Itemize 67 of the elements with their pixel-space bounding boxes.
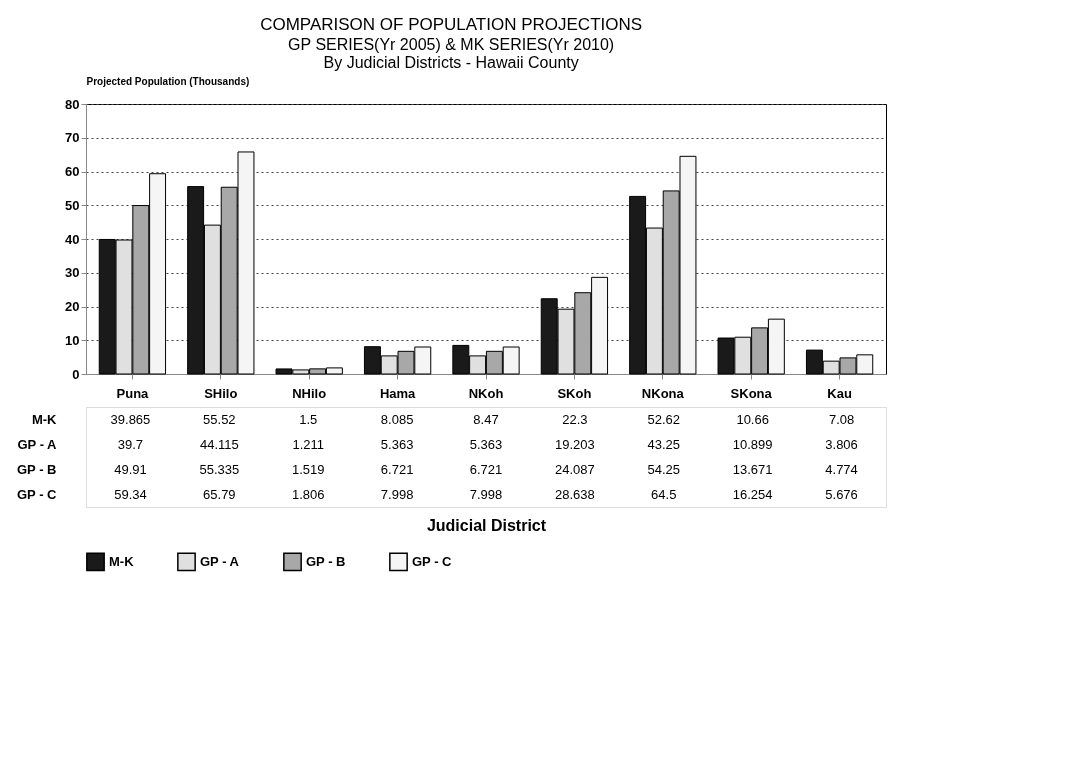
text: GP - A	[17, 437, 57, 452]
y-tick-label: 0	[72, 366, 80, 382]
text: GP - C	[17, 487, 57, 502]
y-tick-label: 80	[65, 96, 80, 112]
data-label: 10.66	[736, 411, 769, 427]
data-label: 5.676	[825, 486, 858, 502]
y-axis-title: Projected Population (Thousands)	[86, 75, 250, 87]
data-label: 1.519	[291, 461, 325, 477]
data-label: 54.25	[647, 461, 681, 477]
x-tick-label: NKoh	[468, 385, 504, 401]
data-label: 55.335	[199, 461, 240, 477]
data-label: 1.211	[292, 436, 325, 452]
data-label: 59.34	[114, 486, 147, 502]
data-label: 22.3	[562, 411, 588, 427]
data-label: 43.25	[647, 436, 681, 452]
data-label: 13.671	[732, 461, 773, 477]
x-tick-label: NHilo	[292, 385, 327, 401]
text: Judicial District	[426, 516, 547, 534]
data-label: 64.5	[651, 486, 677, 502]
x-tick-label: Puna	[116, 385, 150, 401]
x-tick-label: Hama	[379, 385, 417, 401]
data-label: 49.91	[114, 461, 147, 477]
legend-label: GP - B	[306, 553, 346, 569]
legend-label: M-K	[109, 553, 135, 569]
text: By Judicial Districts - Hawaii County	[323, 53, 579, 71]
data-label: 7.998	[469, 486, 503, 502]
data-label: 39.865	[110, 411, 151, 427]
data-label: 19.203	[555, 436, 595, 452]
data-label: 1.5	[299, 411, 318, 427]
data-label: 39.7	[117, 436, 144, 452]
y-tick-label: 50	[65, 197, 80, 213]
data-label: 6.721	[380, 461, 414, 477]
chart-title: COMPARISON OF POPULATION PROJECTIONS	[260, 14, 643, 34]
data-label: 6.721	[469, 461, 503, 477]
data-label: 3.806	[825, 436, 858, 452]
legend-label: GP - C	[412, 553, 453, 569]
y-tick-label: 30	[65, 265, 80, 281]
data-label: 1.806	[291, 486, 325, 502]
x-tick-label: NKona	[641, 385, 685, 401]
legend-label: GP - A	[200, 553, 240, 569]
x-tick-label: SHilo	[204, 385, 238, 401]
data-label: 5.363	[469, 436, 503, 452]
data-label: 7.08	[828, 411, 855, 427]
data-label: 55.52	[203, 411, 236, 427]
data-label: 4.774	[825, 461, 858, 477]
x-tick-label: Kau	[827, 385, 852, 401]
data-label: 10.899	[732, 436, 773, 452]
y-tick-label: 10	[65, 332, 80, 348]
data-label: 52.62	[647, 411, 681, 427]
y-tick-label: 60	[65, 164, 80, 179]
data-label: 7.998	[380, 486, 414, 502]
text: GP SERIES(Yr 2005) & MK SERIES(Yr 2010)	[288, 35, 615, 53]
x-tick-label: SKoh	[557, 385, 592, 401]
data-label: 44.115	[199, 436, 239, 452]
data-label: 24.087	[555, 461, 595, 477]
data-label: 28.638	[555, 486, 595, 502]
data-label: 16.254	[732, 486, 773, 502]
x-tick-label: SKona	[730, 385, 773, 401]
text: M-K	[31, 412, 57, 427]
text: GP - B	[17, 462, 57, 477]
data-label: 8.47	[473, 411, 499, 427]
y-tick-label: 40	[65, 231, 80, 247]
data-label: 8.085	[380, 411, 414, 427]
y-tick-label: 20	[65, 299, 80, 314]
y-tick-label: 70	[65, 130, 80, 146]
data-label: 65.79	[203, 486, 236, 502]
data-label: 5.363	[380, 436, 414, 452]
